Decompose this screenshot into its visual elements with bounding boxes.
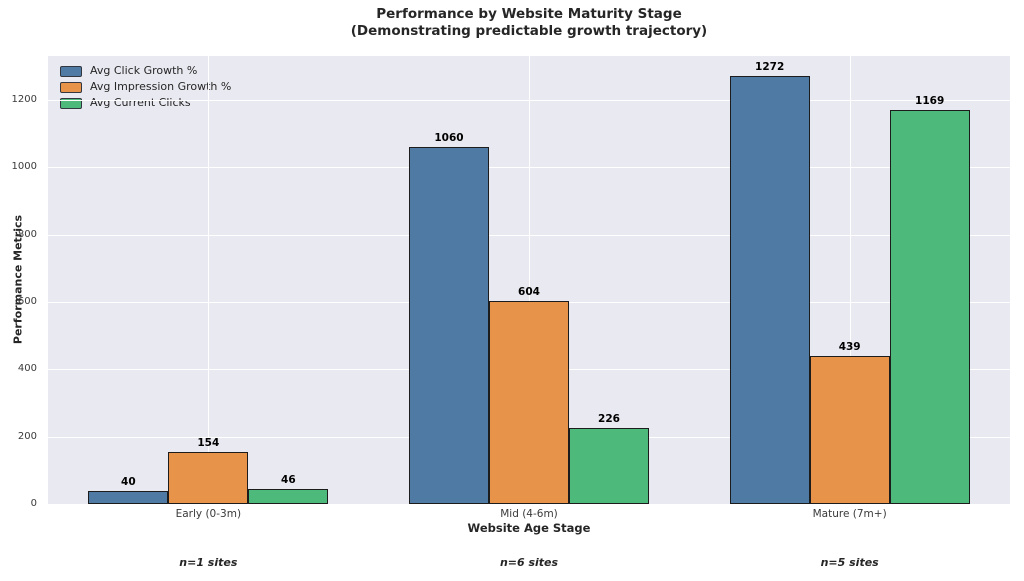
legend-item: Avg Impression Growth % bbox=[60, 79, 231, 95]
y-tick-label: 0 bbox=[30, 498, 37, 509]
legend-item-label: Avg Impression Growth % bbox=[90, 80, 232, 93]
bar-value-label: 40 bbox=[121, 475, 136, 488]
bar-value-label: 439 bbox=[838, 341, 861, 354]
gridline bbox=[208, 56, 210, 504]
x-tick-label: Mid (4-6m) bbox=[500, 508, 558, 520]
bar-value-label: 226 bbox=[598, 412, 620, 425]
legend-item-label: Avg Click Growth % bbox=[90, 64, 198, 77]
bar-value-label: 154 bbox=[197, 437, 220, 450]
legend: Avg Click Growth % Avg Impression Growth … bbox=[60, 63, 231, 111]
bar bbox=[569, 427, 649, 504]
bar-value-label: 1060 bbox=[434, 132, 464, 145]
chart-title-line1: Performance by Website Maturity Stage bbox=[376, 6, 682, 22]
bar-value-label: 46 bbox=[281, 473, 296, 486]
x-axis-label: Website Age Stage bbox=[467, 521, 591, 535]
bar bbox=[489, 300, 569, 504]
bar-value-label: 604 bbox=[518, 285, 540, 298]
legend-swatch bbox=[60, 65, 82, 77]
sample-size-label: n=6 sites bbox=[499, 556, 559, 569]
y-tick-label: 1000 bbox=[11, 161, 37, 173]
bar-value-label: 1169 bbox=[915, 95, 945, 108]
y-tick-label: 200 bbox=[17, 430, 37, 442]
bar bbox=[889, 110, 970, 504]
y-tick-label: 600 bbox=[17, 296, 37, 307]
y-tick-label: 1200 bbox=[11, 94, 37, 105]
y-tick-label: 400 bbox=[17, 363, 37, 375]
chart-title-line2: (Demonstrating predictable growth trajec… bbox=[350, 23, 708, 39]
chart-title: Performance by Website Maturity Stage (D… bbox=[48, 6, 1010, 40]
y-axis-label: Performance Metrics bbox=[11, 214, 25, 345]
bar bbox=[409, 147, 489, 504]
gridline bbox=[529, 56, 530, 504]
y-tick-label: 800 bbox=[17, 228, 37, 240]
legend-item: Avg Current Clicks bbox=[60, 95, 231, 111]
plot-area: Avg Click Growth % Avg Impression Growth … bbox=[48, 56, 1010, 504]
x-tick-label: Mature (7m+) bbox=[812, 508, 887, 520]
bar bbox=[248, 488, 329, 504]
bar-value-label: 1272 bbox=[755, 60, 785, 73]
bar bbox=[168, 452, 249, 504]
sample-size-label: n=5 sites bbox=[820, 556, 879, 569]
x-tick-label: Early (0-3m) bbox=[175, 508, 242, 520]
gridline bbox=[849, 56, 851, 504]
legend-swatch bbox=[60, 97, 82, 109]
bar bbox=[88, 490, 169, 504]
bar bbox=[729, 75, 810, 504]
legend-item-label: Avg Current Clicks bbox=[90, 96, 191, 109]
sample-size-label: n=1 sites bbox=[179, 556, 238, 569]
legend-item: Avg Click Growth % bbox=[60, 63, 231, 79]
bar bbox=[809, 356, 890, 504]
legend-swatch bbox=[60, 81, 82, 93]
